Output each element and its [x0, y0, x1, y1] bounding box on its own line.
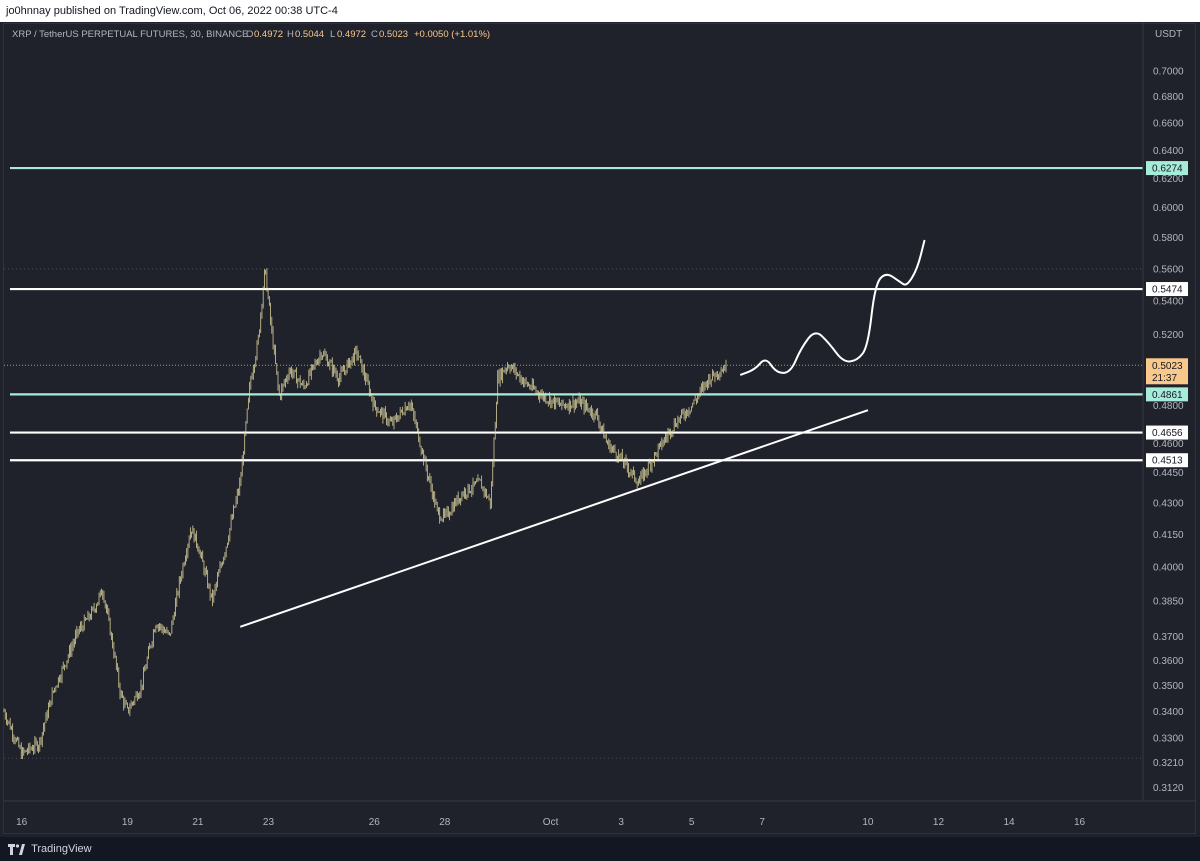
- legend-open-label: O: [246, 29, 253, 40]
- level-price-badge: [1146, 387, 1188, 402]
- time-tick-label: 16: [1074, 817, 1086, 828]
- time-tick-label: 26: [369, 817, 381, 828]
- footer-bar: TradingView: [0, 837, 1200, 861]
- drawings: [239, 239, 926, 628]
- time-tick-label: 19: [122, 817, 134, 828]
- time-tick-label: 23: [263, 817, 275, 828]
- candles: [3, 267, 727, 759]
- price-tick-label: 0.3600: [1153, 656, 1184, 667]
- horizontal-levels: [4, 166, 1143, 759]
- price-tick-label: 0.7000: [1153, 66, 1184, 77]
- price-tick-label: 0.6200: [1153, 174, 1184, 185]
- level-price-label: 0.6274: [1152, 164, 1183, 175]
- time-tick-label: 3: [618, 817, 624, 828]
- legend-close-value: 0.5023: [379, 29, 408, 40]
- legend-open-value: 0.4972: [254, 29, 283, 40]
- price-tick-label: 0.5800: [1153, 233, 1184, 244]
- level-price-badge: [1146, 282, 1188, 297]
- trendline: [239, 409, 869, 628]
- price-tick-label: 0.3500: [1153, 681, 1184, 692]
- bar-countdown-label: 21:37: [1152, 373, 1177, 384]
- price-tick-label: 0.3120: [1153, 783, 1184, 794]
- price-tick-label: 0.3300: [1153, 733, 1184, 744]
- price-tick-label: 0.5200: [1153, 330, 1184, 341]
- level-price-label: 0.4861: [1152, 390, 1183, 401]
- legend-high-value: 0.5044: [295, 29, 324, 40]
- level-price-badge: [1146, 425, 1188, 440]
- price-tick-label: 0.5600: [1153, 264, 1184, 275]
- time-tick-label: 16: [16, 817, 28, 828]
- price-tick-label: 0.4600: [1153, 439, 1184, 450]
- publish-info-text: jo0hnnay published on TradingView.com, O…: [6, 5, 338, 17]
- price-tick-label: 0.3700: [1153, 632, 1184, 643]
- time-tick-label: 10: [862, 817, 874, 828]
- time-tick-label: 14: [1003, 817, 1015, 828]
- price-badges: 0.6274 0.5474 0.4861 0.4656 0.4513 0.502321:3…: [1146, 161, 1188, 468]
- last-price-badge: [1146, 358, 1188, 385]
- level-price-badge: [1146, 161, 1188, 176]
- legend-low-label: L: [330, 29, 335, 40]
- time-tick-label: Oct: [543, 817, 559, 828]
- price-chart[interactable]: USDT 0.7000 0.6800 0.6600 0.6400 0.6200 0.600…: [0, 22, 1200, 837]
- price-tick-label: 0.6600: [1153, 119, 1184, 130]
- level-price-badge: [1146, 453, 1188, 468]
- price-tick-label: 0.4000: [1153, 563, 1184, 574]
- price-tick-label: 0.3210: [1153, 758, 1184, 769]
- price-tick-label: 0.5400: [1153, 297, 1184, 308]
- legend-change: +0.0050 (+1.01%): [414, 29, 490, 40]
- time-tick-label: 7: [759, 817, 765, 828]
- time-tick-label: 21: [192, 817, 204, 828]
- legend-close-label: C: [371, 29, 378, 40]
- level-price-label: 0.4656: [1152, 428, 1183, 439]
- tradingview-logo-icon: [8, 843, 25, 855]
- footer-brand: TradingView: [31, 843, 92, 856]
- last-price-label: 0.5023: [1152, 361, 1183, 372]
- time-tick-label: 12: [933, 817, 945, 828]
- time-tick-label: 28: [439, 817, 451, 828]
- price-tick-label: 0.4150: [1153, 530, 1184, 541]
- price-axis[interactable]: 0.7000 0.6800 0.6600 0.6400 0.6200 0.6000 0.58…: [1153, 66, 1184, 794]
- price-tick-label: 0.4450: [1153, 468, 1184, 479]
- legend-low-value: 0.4972: [337, 29, 366, 40]
- time-tick-label: 5: [689, 817, 695, 828]
- price-tick-label: 0.6400: [1153, 146, 1184, 157]
- price-tick-label: 0.3400: [1153, 707, 1184, 718]
- price-tick-label: 0.6800: [1153, 92, 1184, 103]
- legend-high-label: H: [287, 29, 294, 40]
- level-price-label: 0.4513: [1152, 456, 1183, 467]
- projection-path: [740, 239, 926, 376]
- legend: XRP / TetherUS PERPETUAL FUTURES, 30, BI…: [12, 29, 490, 40]
- level-price-label: 0.5474: [1152, 285, 1183, 296]
- price-tick-label: 0.4300: [1153, 499, 1184, 510]
- time-axis[interactable]: 16 19 21 23 26 28 Oct 3 5 7 10 12 14 16: [16, 817, 1085, 828]
- legend-symbol: XRP / TetherUS PERPETUAL FUTURES, 30, BI…: [12, 29, 248, 40]
- price-axis-unit: USDT: [1155, 29, 1182, 40]
- price-tick-label: 0.6000: [1153, 203, 1184, 214]
- price-tick-label: 0.4800: [1153, 401, 1184, 412]
- price-tick-label: 0.3850: [1153, 597, 1184, 608]
- publish-header: jo0hnnay published on TradingView.com, O…: [0, 0, 1200, 22]
